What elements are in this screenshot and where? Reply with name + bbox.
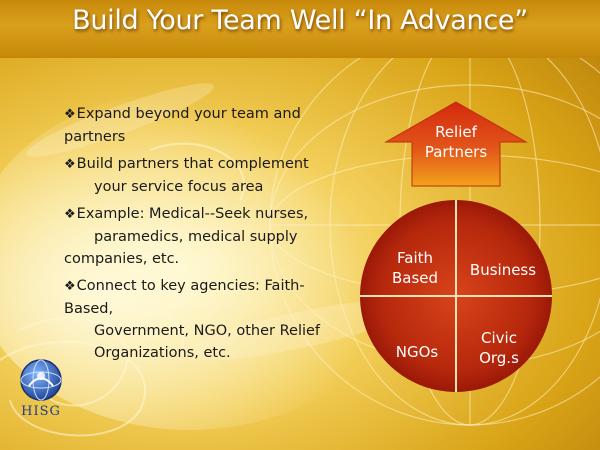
bullet-item: ❖Expand beyond your team and partners	[64, 106, 301, 145]
quadrant-business: Business	[469, 261, 537, 279]
hisg-logo: HISG	[14, 356, 68, 436]
quadrant-civic-orgs: Civic Org.s	[479, 329, 519, 367]
quadrant-faith-based: Faith Based	[391, 249, 439, 287]
bullet-item: ❖Example: Medical--Seek nurses, paramedi…	[64, 206, 309, 267]
quadrant-ngos: NGOs	[395, 343, 439, 361]
slide-title: Build Your Team Well “In Advance”	[72, 5, 528, 36]
arrow-label: Relief Partners	[424, 123, 488, 161]
diagram-shapes	[360, 101, 552, 392]
bullet-list: ❖Expand beyond your team and partners ❖B…	[64, 103, 344, 369]
relief-partners-arrow	[384, 101, 528, 187]
globe-logo-icon	[20, 359, 62, 401]
diamond-bullet-icon: ❖	[64, 207, 76, 222]
swirl-decoration	[0, 142, 245, 437]
title-bar	[0, 0, 600, 58]
diamond-bullet-icon: ❖	[64, 279, 76, 294]
bullet-item: ❖Connect to key agencies: Faith- Based, …	[64, 278, 321, 361]
bullet-item: ❖Build partners that complement your ser…	[64, 156, 309, 195]
logo-text: HISG	[21, 404, 61, 419]
diamond-bullet-icon: ❖	[64, 157, 76, 172]
diamond-bullet-icon: ❖	[64, 107, 76, 122]
partners-diagram: Relief Partners Faith Based Business NGO…	[356, 100, 556, 410]
